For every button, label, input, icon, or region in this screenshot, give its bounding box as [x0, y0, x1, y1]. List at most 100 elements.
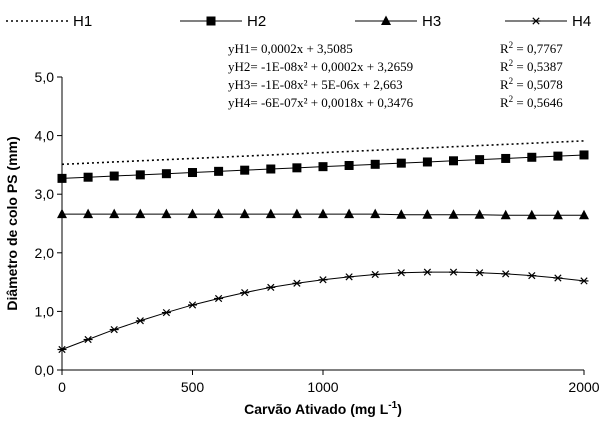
equation-4: yH4= -6E-07x² + 0,0018x + 0,3476: [228, 95, 414, 110]
data-point-h3: [579, 209, 589, 220]
data-point-h4: [344, 273, 354, 281]
data-point-h3: [318, 208, 328, 219]
legend-label: H1: [73, 13, 92, 30]
data-point-h4: [527, 272, 537, 280]
data-point-h2: [135, 170, 145, 180]
data-point-h2: [370, 159, 380, 169]
data-point-h4: [396, 269, 406, 277]
legend-marker: [206, 16, 216, 26]
data-point-h3: [526, 209, 537, 220]
data-point-h3: [344, 208, 355, 219]
data-point-h2: [579, 150, 589, 160]
data-point-h2: [109, 171, 119, 181]
data-point-h2: [292, 163, 302, 173]
data-point-h2: [553, 151, 563, 161]
r-squared-3: R2 = 0,5078: [500, 76, 563, 92]
x-tick-label: 500: [181, 379, 205, 395]
y-tick-label: 0,0: [35, 362, 55, 378]
axes: 0,0 1,0 2,0 3,0 4,0 5,0 0 500 1000 2000: [35, 69, 600, 395]
data-point-h4: [292, 279, 302, 287]
data-point-h2: [161, 169, 171, 179]
legend-item-h2: H2: [180, 13, 266, 30]
data-point-h3: [83, 208, 94, 219]
data-point-h4: [318, 276, 328, 284]
data-point-h2: [527, 152, 537, 162]
data-point-h3: [161, 208, 172, 219]
equation-3: yH3= -1E-08x² + 5E-06x + 2,663: [228, 77, 403, 92]
series-line-h1: [61, 140, 585, 166]
r-squared-2: R2 = 0,5387: [500, 58, 563, 74]
data-point-h3: [474, 209, 485, 219]
data-point-h3: [213, 208, 224, 219]
data-point-h4: [135, 317, 145, 325]
data-point-h2: [475, 155, 485, 165]
data-point-h4: [266, 283, 276, 291]
data-point-h2: [449, 156, 458, 166]
series-line-h4: [61, 271, 585, 350]
y-tick-label: 1,0: [35, 303, 55, 319]
x-axis-title: Carvão Ativado (mg L-1): [244, 400, 402, 417]
data-point-h4: [109, 325, 119, 334]
equation-2: yH2= -1E-08x² + 0,0002x + 3,2659: [228, 59, 413, 74]
data-point-h2: [422, 157, 432, 167]
data-point-h4: [83, 335, 93, 344]
data-point-h4: [553, 274, 563, 282]
data-point-h2: [344, 160, 354, 170]
data-point-h3: [57, 208, 67, 219]
equations-block: yH1= 0,0002x + 3,5085 R2 = 0,7767 yH2= -1E…: [228, 40, 563, 110]
legend-label: H3: [422, 13, 441, 30]
x-tick-label: 2000: [568, 379, 599, 395]
r-squared-4: R2 = 0,5646: [500, 94, 563, 110]
data-point-h2: [396, 158, 406, 168]
data-point-h4: [449, 268, 458, 276]
data-point-h3: [187, 208, 198, 219]
legend-marker: [531, 17, 541, 25]
data-point-h3: [239, 208, 250, 219]
data-point-h2: [240, 165, 250, 175]
data-point-h4: [240, 289, 250, 297]
axis-titles: Carvão Ativado (mg L-1) Diâmetro de colo …: [4, 136, 402, 417]
data-point-h2: [318, 162, 328, 172]
data-point-h3: [552, 209, 563, 220]
y-tick-label: 3,0: [35, 186, 55, 202]
x-tick-label: 0: [58, 379, 66, 395]
data-point-h2: [214, 166, 224, 176]
legend-label: H2: [247, 13, 266, 30]
data-point-h3: [396, 209, 407, 219]
markers-layer: [57, 150, 589, 354]
data-point-h3: [370, 208, 381, 219]
data-point-h3: [291, 208, 302, 219]
data-point-h3: [500, 209, 511, 220]
legend-label: H4: [572, 13, 591, 30]
y-tick-label: 5,0: [35, 69, 55, 85]
data-point-h2: [188, 168, 197, 178]
y-axis-title: Diâmetro de colo PS (mm): [4, 136, 20, 310]
data-point-h4: [57, 345, 67, 354]
equation-1: yH1= 0,0002x + 3,5085: [228, 41, 353, 56]
data-point-h4: [501, 270, 511, 278]
legend-marker: [381, 15, 391, 25]
data-point-h4: [422, 268, 432, 276]
legend-item-h4: H4: [505, 13, 591, 30]
data-point-h4: [579, 277, 589, 285]
data-point-h3: [448, 209, 459, 219]
legend-item-h3: H3: [355, 13, 441, 30]
legend-item-h1: H1: [6, 13, 92, 30]
data-point-h3: [109, 208, 120, 219]
legend: H1 H2 H3 H4: [6, 13, 591, 30]
data-point-h3: [265, 208, 276, 219]
data-point-h3: [135, 208, 146, 219]
data-point-h2: [57, 173, 67, 183]
data-point-h4: [161, 308, 171, 317]
data-point-h2: [266, 164, 276, 174]
data-point-h4: [370, 270, 380, 279]
y-tick-label: 2,0: [35, 245, 55, 261]
data-point-h2: [501, 153, 511, 163]
x-tick-label: 1000: [307, 379, 338, 395]
y-tick-label: 4,0: [35, 128, 55, 144]
data-point-h4: [475, 269, 485, 277]
data-point-h4: [188, 301, 197, 309]
data-point-h2: [83, 172, 93, 182]
data-point-h3: [422, 209, 433, 219]
